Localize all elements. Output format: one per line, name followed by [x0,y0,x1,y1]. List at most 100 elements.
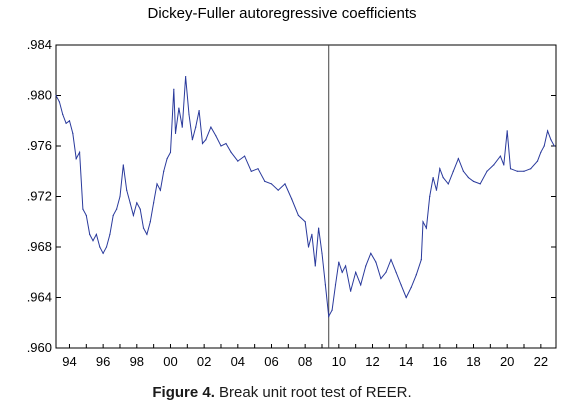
data-point [536,160,539,162]
data-point [523,170,525,172]
data-point [159,189,161,191]
data-point [472,180,475,182]
data-point [442,176,444,179]
data-point [195,126,197,128]
data-point [318,227,320,229]
data-point [85,214,87,217]
data-point [129,202,131,204]
data-point [331,309,333,311]
x-tick-label: 16 [433,354,447,369]
data-point [58,101,60,103]
data-point [334,284,337,286]
data-point [304,221,306,223]
data-point [78,151,81,153]
data-point [178,107,180,109]
data-point [55,94,57,97]
data-point [550,139,552,141]
data-point [432,176,434,179]
y-tick-label: .980 [27,88,52,103]
data-point [422,221,424,223]
data-point [457,158,459,160]
x-tick-label: 10 [332,354,346,369]
data-point [439,168,441,170]
x-tick-label: 96 [96,354,110,369]
data-point [380,277,382,280]
data-point [341,271,343,273]
data-point [395,271,397,273]
data-point [220,145,222,147]
data-point [198,110,200,112]
data-point [65,122,67,124]
figure-label: Figure 4. [152,384,215,401]
data-point [136,202,138,204]
data-point [132,214,135,217]
data-point [338,261,340,263]
data-point [122,164,124,166]
data-point [540,151,542,153]
data-point [553,145,555,147]
data-point [257,168,259,170]
x-tick-label: 00 [163,354,177,369]
data-point [546,130,549,132]
x-tick-label: 22 [534,354,548,369]
data-point [102,252,104,254]
data-point [181,126,183,128]
data-point [420,259,422,261]
data-point [243,155,246,157]
line-chart: .960 .964 .968 .972 .976 .980 .984 94 96 98 00 02 0… [27,37,557,369]
x-tick-label: 14 [399,354,413,369]
data-point [174,132,177,134]
data-point [95,233,98,235]
data-point [250,170,252,172]
data-point [375,261,377,263]
data-point [499,155,502,157]
data-point [270,183,273,185]
data-point [105,246,108,248]
data-point [112,214,114,217]
data-point [89,233,91,235]
data-point [166,158,168,160]
data-point [62,113,64,116]
data-point [92,240,94,242]
data-point [365,265,367,267]
data-point [153,202,155,204]
data-point [307,246,310,248]
data-point [149,221,151,223]
data-point [68,120,71,122]
data-point [447,183,449,185]
data-point [506,130,508,132]
data-point [530,168,532,170]
x-tick-label: 04 [231,354,245,369]
data-point [139,208,141,210]
data-point [543,145,545,147]
data-point [360,284,362,286]
x-tick-label: 12 [365,354,379,369]
data-point [493,164,495,166]
data-point [400,284,402,286]
data-point [185,75,187,78]
data-point [429,195,431,198]
x-tick-label: 98 [130,354,144,369]
y-tick-label: .984 [27,37,52,52]
y-tick-label: .960 [27,340,52,355]
x-tick-label: 06 [264,354,278,369]
data-point [516,170,518,172]
y-tick-label: .968 [27,239,52,254]
figure-caption: Figure 4. Break unit root test of REER. [0,384,564,401]
y-tick-label: .972 [27,189,52,204]
data-point [225,142,227,145]
y-axis: .960 .964 .968 .972 .976 .980 .984 [27,37,556,355]
data-point [297,214,300,217]
data-point [405,296,407,299]
x-tick-label: 94 [62,354,76,369]
data-point [237,160,239,162]
data-point [169,151,172,153]
series-line [55,76,555,319]
data-point [146,233,148,235]
data-point [452,170,454,172]
data-point [425,227,427,229]
data-point [284,183,286,185]
data-point [230,151,232,153]
data-point [191,139,193,141]
x-tick-label: 18 [466,354,480,369]
